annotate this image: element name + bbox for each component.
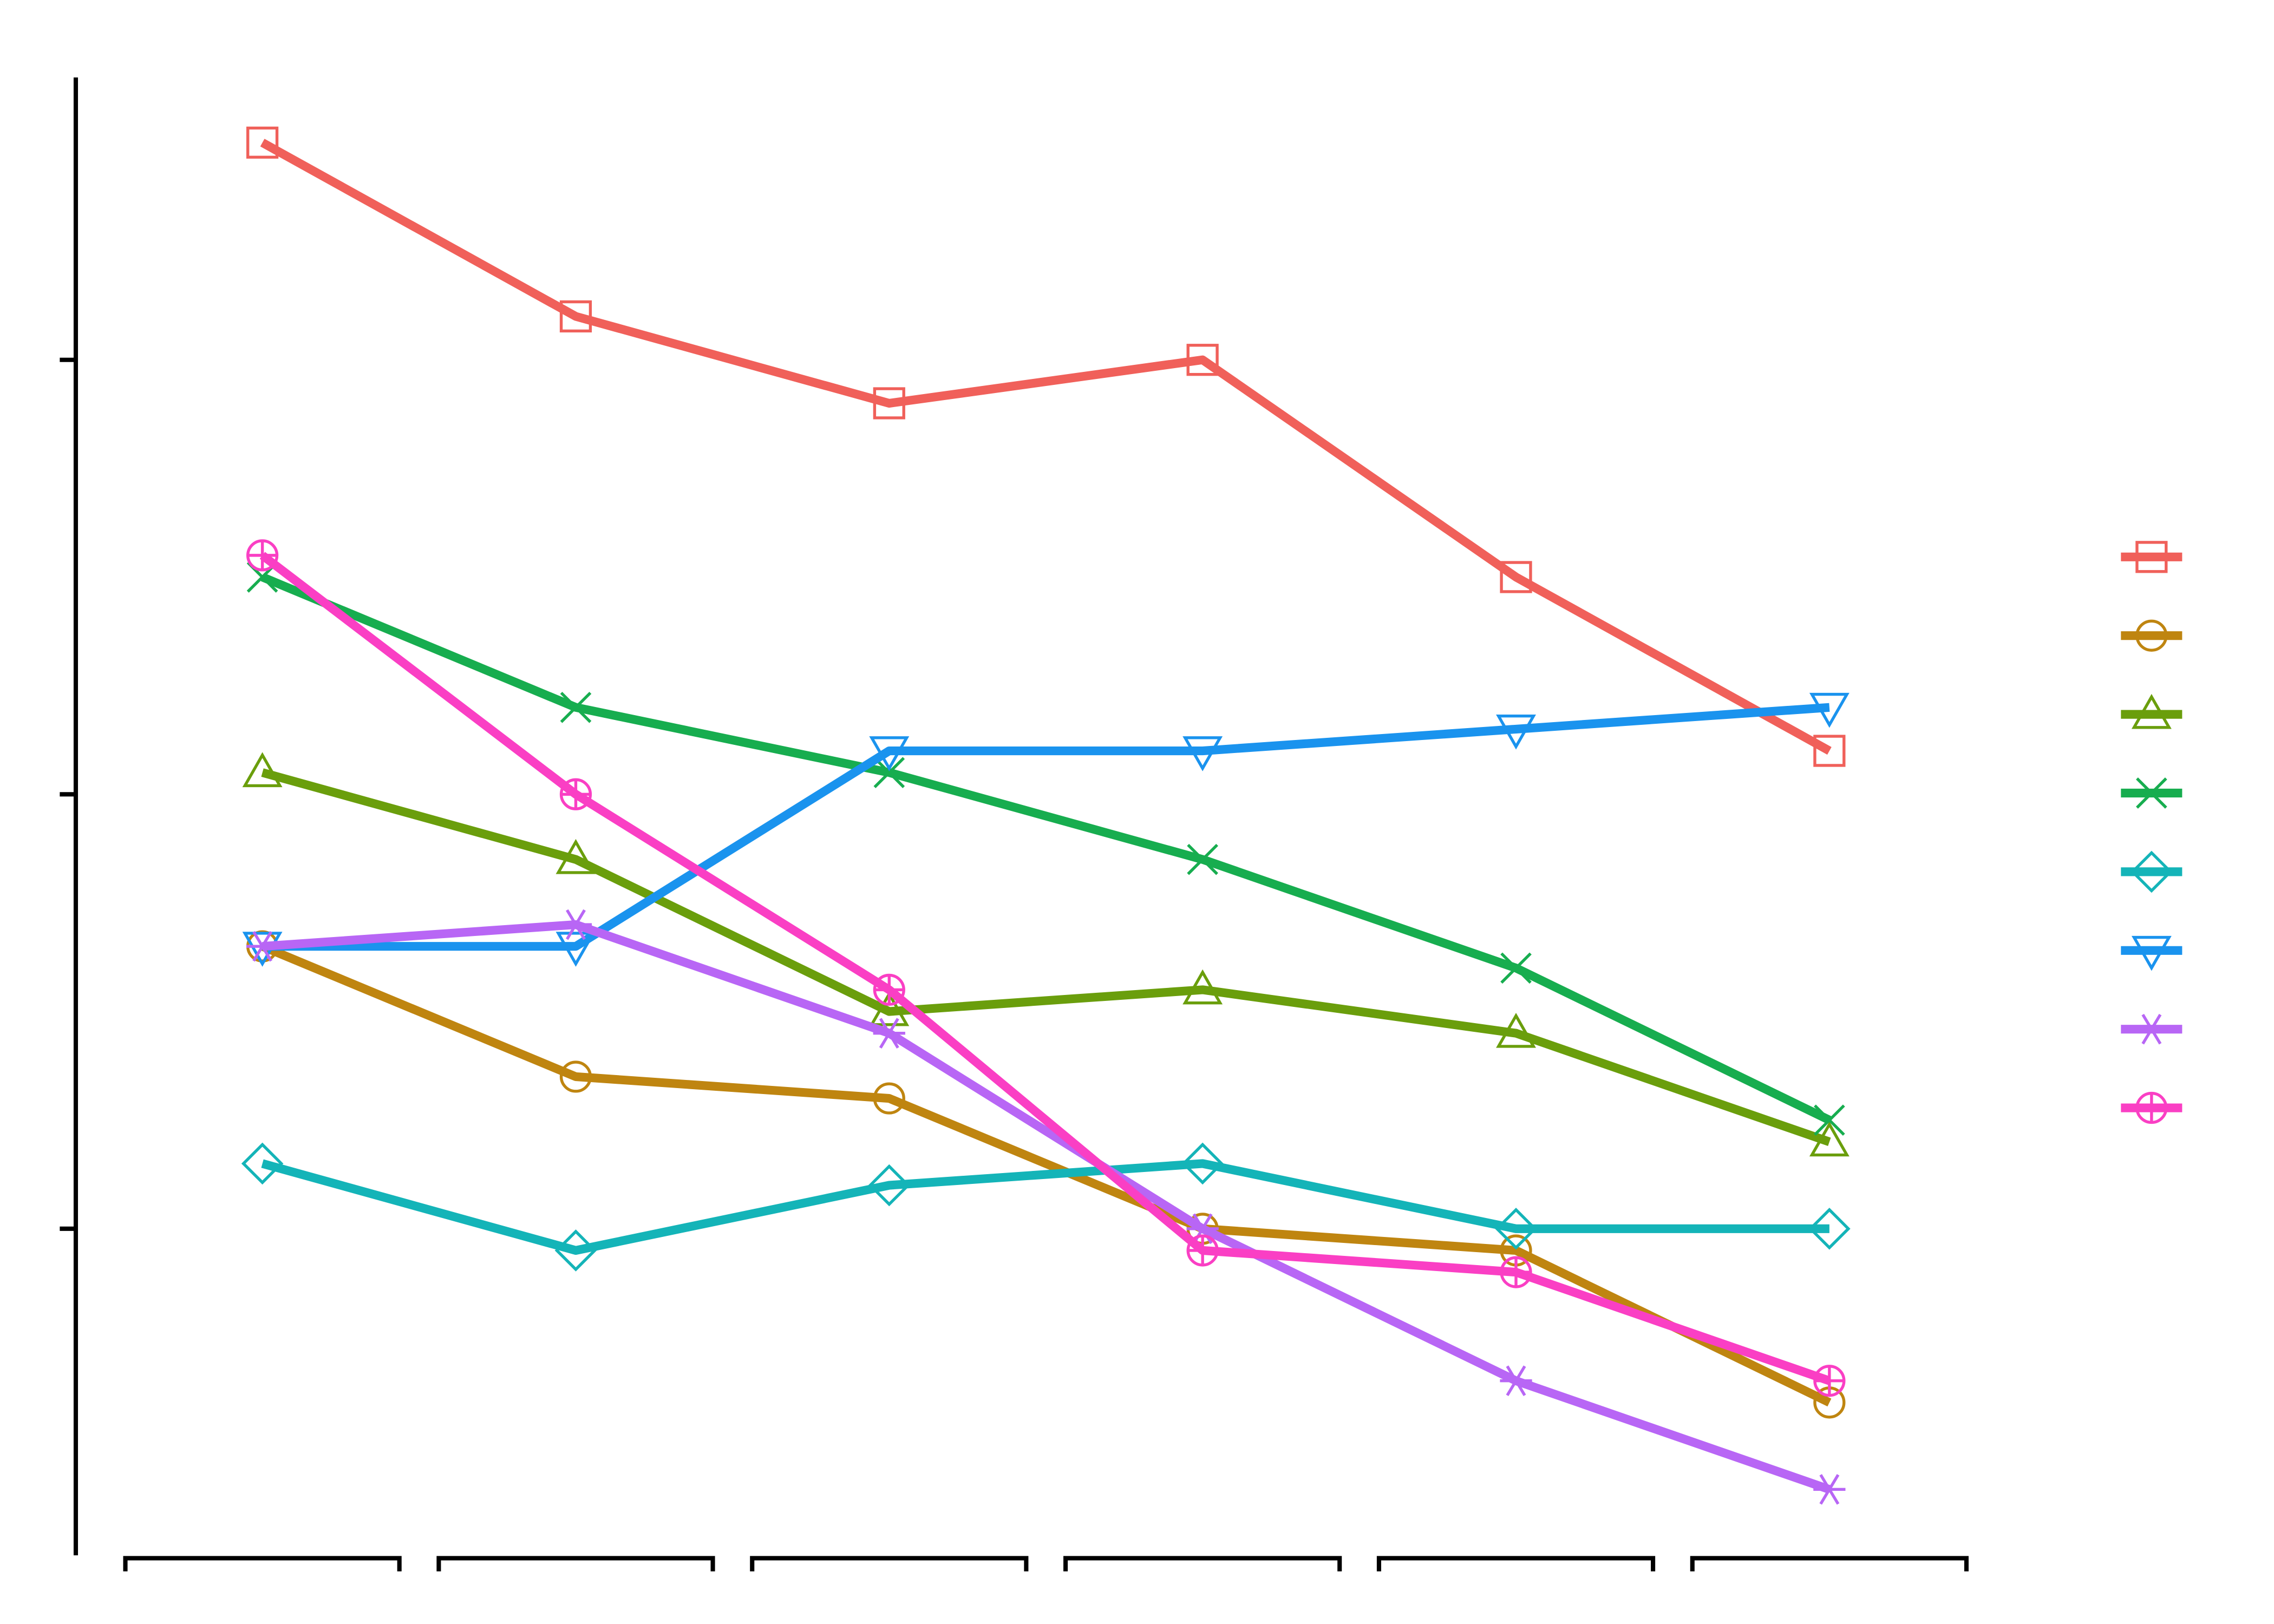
- marker: [556, 932, 596, 967]
- series-line: [260, 942, 1832, 1407]
- marker: [1496, 1012, 1536, 1048]
- marker: [1813, 1474, 1846, 1505]
- marker: [246, 539, 279, 572]
- legend-key-marker: [2135, 541, 2168, 573]
- x-axis-bracket: [1690, 1556, 1969, 1571]
- marker: [1182, 736, 1223, 771]
- marker: [1500, 952, 1532, 984]
- marker: [559, 778, 592, 810]
- legend-key-marker: [2135, 1013, 2168, 1045]
- marker: [1186, 1234, 1219, 1267]
- series-line: [259, 552, 1831, 1385]
- marker: [1813, 1365, 1846, 1397]
- marker: [1500, 1365, 1532, 1397]
- marker: [1182, 969, 1223, 1005]
- marker: [1500, 561, 1532, 593]
- series-line: [260, 139, 1832, 755]
- legend-key-marker: [2131, 693, 2172, 729]
- marker: [1814, 1104, 1845, 1136]
- marker: [246, 931, 279, 962]
- marker: [559, 909, 592, 940]
- marker: [242, 752, 283, 788]
- marker: [241, 1142, 284, 1185]
- marker: [1808, 1208, 1851, 1250]
- marker: [869, 991, 910, 1026]
- marker: [559, 1060, 592, 1093]
- series-line: [262, 703, 1830, 951]
- marker: [1809, 1121, 1850, 1157]
- marker: [869, 736, 910, 771]
- series-line: [261, 1159, 1829, 1255]
- marker: [873, 1018, 905, 1049]
- marker: [868, 1164, 911, 1207]
- x-axis-bracket: [1063, 1556, 1342, 1571]
- marker: [873, 1082, 905, 1115]
- marker: [873, 387, 905, 420]
- legend-key-marker: [2131, 850, 2173, 893]
- marker: [559, 300, 592, 333]
- series-line: [260, 573, 1832, 1124]
- marker: [1181, 1142, 1224, 1185]
- marker: [1186, 344, 1219, 376]
- x-axis-bracket: [123, 1556, 402, 1571]
- marker: [560, 691, 592, 723]
- x-axis-bracket: [750, 1556, 1029, 1571]
- legend-key-marker: [2135, 1091, 2168, 1124]
- marker: [556, 839, 596, 874]
- marker: [554, 1229, 597, 1272]
- x-axis-bracket: [436, 1556, 715, 1571]
- series-line: [261, 768, 1831, 1146]
- legend-key-marker: [2135, 619, 2168, 652]
- marker: [1496, 714, 1536, 750]
- marker: [1495, 1208, 1537, 1250]
- marker: [246, 126, 279, 159]
- marker: [873, 973, 905, 1006]
- x-axis-bracket: [1376, 1556, 1656, 1571]
- marker: [1809, 692, 1850, 728]
- marker: [1187, 843, 1218, 875]
- marker: [1500, 1256, 1532, 1288]
- legend-key-marker: [2131, 935, 2172, 971]
- legend-key-marker: [2136, 777, 2167, 809]
- series-line: [262, 920, 1831, 1494]
- marker: [1813, 735, 1846, 767]
- marker: [873, 757, 905, 788]
